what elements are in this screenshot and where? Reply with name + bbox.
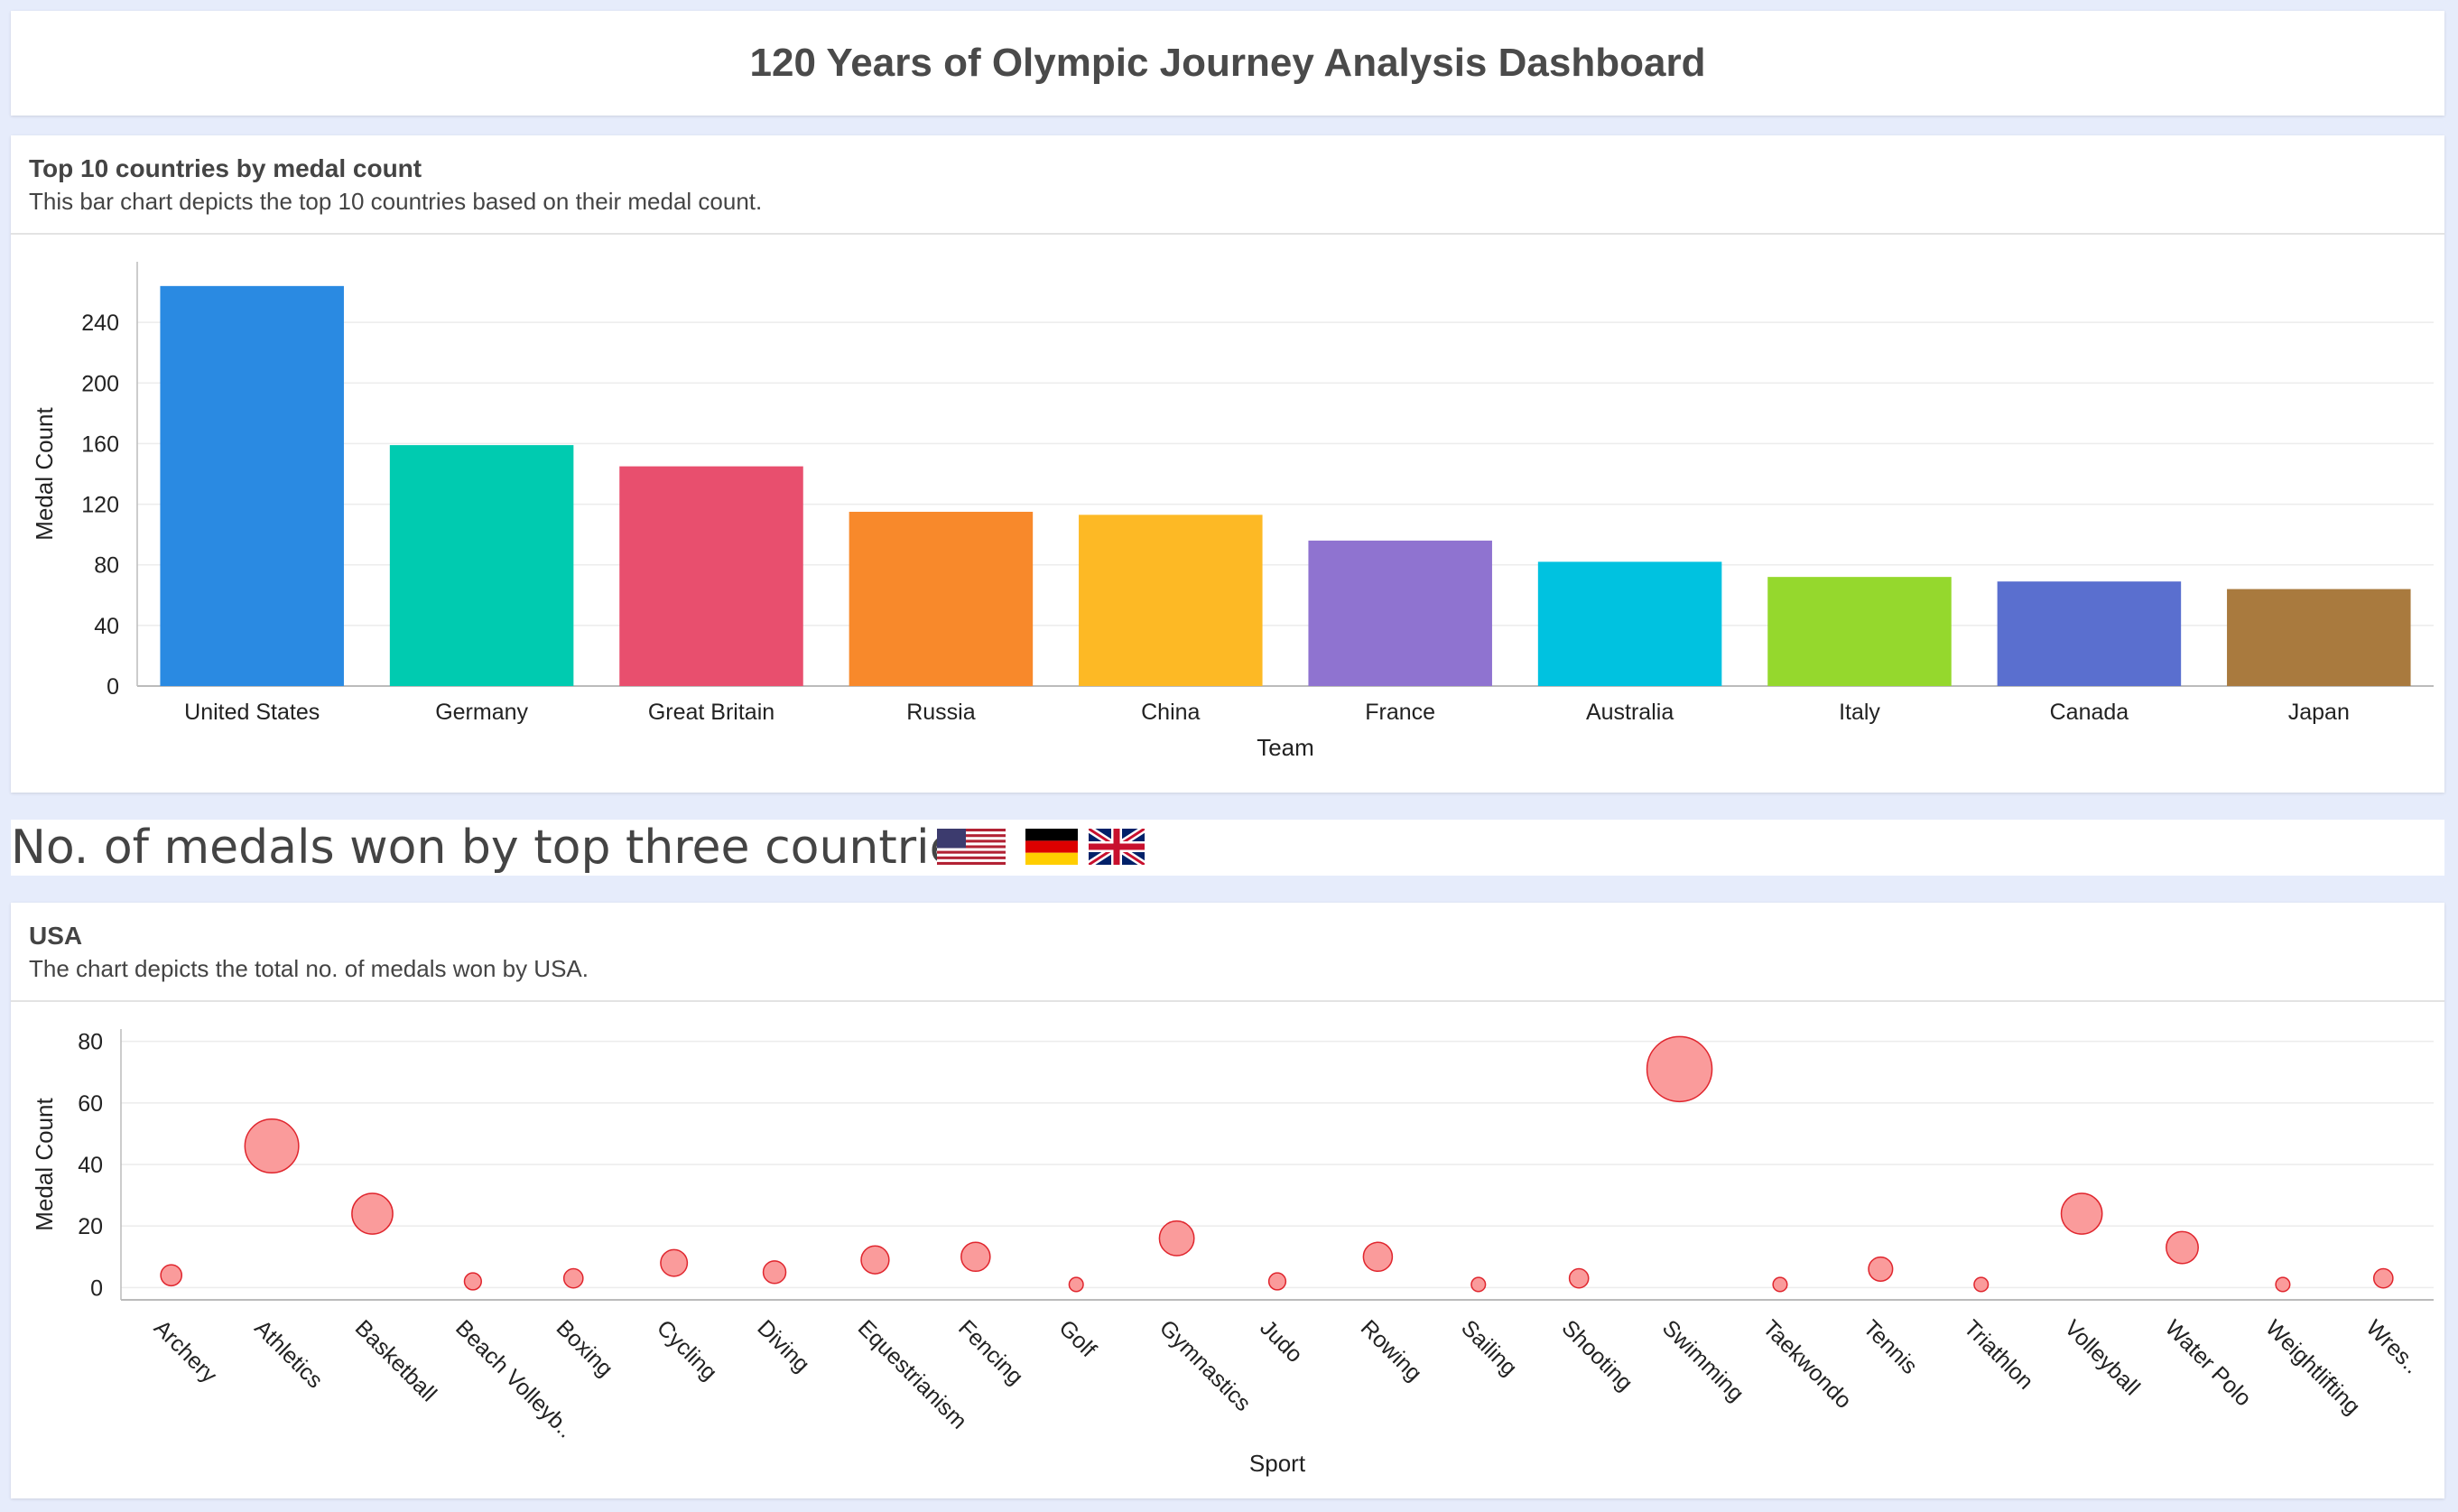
x-tick-label: Great Britain [648,700,775,725]
x-tick-label: Russia [906,700,976,725]
x-axis-label: Sport [1249,1450,1306,1477]
bubble-triathlon [1973,1276,1990,1293]
y-tick-label: 200 [81,371,119,396]
bar-russia [849,511,1034,686]
section-heading: No. of medals won by top three countries [11,821,983,875]
bubble-shooting [1568,1267,1590,1289]
section-strip: No. of medals won by top three countries [11,820,2444,876]
y-tick-label: 80 [94,553,119,579]
x-tick-label: Water Polo [2160,1315,2257,1412]
bar-italy [1767,577,1952,686]
x-tick-label: United States [184,700,320,725]
x-tick-label: France [1365,700,1435,725]
x-tick-label: Golf [1054,1315,1101,1362]
bar-canada [1997,581,2182,686]
bar-chart-header: Top 10 countries by medal count This bar… [11,135,2444,235]
bubble-tennis [1868,1256,1894,1282]
x-tick-label: Rowing [1356,1315,1427,1387]
x-tick-label: Wres.. [2361,1315,2426,1379]
x-tick-label: Gymnastics [1155,1315,1256,1416]
bubble-golf [1068,1276,1084,1293]
x-tick-label: Boxing [552,1315,618,1382]
bubble-boxing [562,1267,584,1289]
bubble-beach-volleyb [463,1272,482,1291]
y-tick-label: 40 [94,614,119,639]
y-axis-label: Medal Count [31,1098,58,1231]
usa-flag-icon [937,829,1006,865]
bubble-taekwondo [1772,1276,1788,1293]
bubble-basketball [351,1192,394,1235]
x-tick-label: Archery [149,1315,222,1388]
bubble-wres [2372,1267,2394,1289]
page-title: 120 Years of Olympic Journey Analysis Da… [749,41,1706,85]
y-tick-label: 20 [78,1214,103,1239]
y-tick-label: 40 [78,1153,103,1178]
y-tick-label: 0 [107,674,119,700]
germany-flag-icon [1025,829,1078,865]
bar-chart: 0 40 80 120 160 200 240 United States Germany Gre… [31,262,2434,761]
x-tick-label: Cycling [652,1315,722,1386]
x-tick-label: Australia [1586,700,1674,725]
bubble-sailing [1470,1276,1487,1293]
x-tick-label: Fencing [953,1315,1028,1390]
bubble-cycling [660,1248,689,1277]
x-tick-label: Swimming [1657,1315,1748,1406]
bubble-rowing [1362,1241,1394,1273]
bubble-gymnastics [1158,1220,1195,1257]
x-tick-label: China [1141,700,1200,725]
bubble-weightlifting [2275,1276,2291,1293]
bar-france [1308,540,1492,686]
x-tick-label: Volleyball [2059,1315,2144,1400]
bubble-diving [762,1260,787,1285]
y-tick-label: 120 [81,493,119,518]
bubble-chart-subtitle: The chart depicts the total no. of medal… [29,955,589,982]
x-axis-label: Team [1257,734,1314,761]
bar-australia [1537,561,1722,686]
bubble-chart-title: USA [29,922,83,950]
x-tick-label: Germany [435,700,528,725]
bar-united-states [160,285,344,686]
bubble-chart-card: USA The chart depicts the total no. of m… [11,903,2444,1498]
y-tick-label: 0 [90,1275,103,1301]
bubble-archery [160,1264,183,1287]
x-tick-label: Sailing [1456,1315,1522,1381]
bar-great-britain [619,466,803,686]
bubble-equestrianism [860,1245,890,1275]
x-tick-label: Canada [2050,700,2129,725]
bar-china [1079,515,1263,686]
x-tick-label: Shooting [1556,1315,1637,1396]
x-tick-label: Judo [1255,1315,1307,1368]
uk-flag-icon [1089,829,1145,865]
bubble-fencing [960,1241,991,1273]
bar-chart-card: Top 10 countries by medal count This bar… [11,135,2444,793]
y-axis-label: Medal Count [31,407,58,541]
x-tick-label: Athletics [249,1315,328,1394]
bar-japan [2227,589,2411,686]
y-tick-label: 60 [78,1091,103,1117]
x-tick-label: Weightlifting [2260,1315,2365,1420]
bubble-judo [1267,1272,1287,1291]
bar-germany [389,445,574,686]
bubble-chart-header: USA The chart depicts the total no. of m… [11,903,2444,1002]
y-tick-label: 240 [81,311,119,336]
x-tick-label: Basketball [350,1315,441,1406]
y-tick-label: 160 [81,431,119,457]
bar-chart-subtitle: This bar chart depicts the top 10 countr… [29,188,763,215]
bubble-volleyball [2060,1192,2103,1235]
title-panel: 120 Years of Olympic Journey Analysis Da… [11,11,2444,116]
bubble-water-polo [2166,1230,2199,1265]
y-tick-label: 80 [78,1030,103,1055]
x-tick-label: Tennis [1859,1315,1923,1379]
bubble-swimming [1646,1035,1713,1103]
bar-chart-title: Top 10 countries by medal count [29,154,422,182]
bubble-athletics [244,1118,300,1174]
x-tick-label: Taekwondo [1758,1315,1856,1414]
x-tick-label: Italy [1839,700,1880,725]
x-tick-label: Diving [752,1315,814,1377]
x-tick-label: Japan [2288,700,2350,725]
x-tick-label: Triathlon [1959,1315,2038,1395]
